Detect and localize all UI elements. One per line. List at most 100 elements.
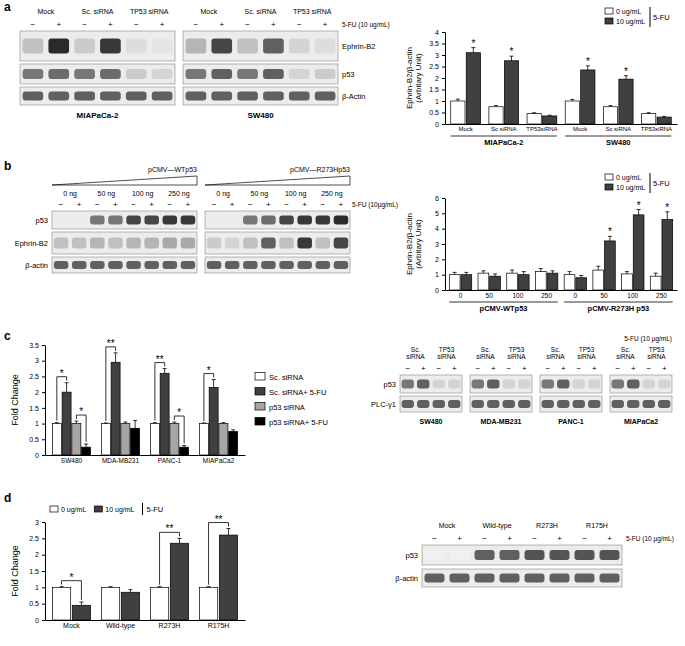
legend-bracket [650, 173, 651, 193]
y-axis-line [45, 346, 46, 456]
significance-star: ** [166, 523, 174, 534]
y-tick: 0 [435, 121, 445, 128]
y-tick: 1 [435, 98, 445, 105]
y-tick-mark [442, 90, 445, 91]
plot-area [451, 48, 672, 124]
figure: abcd−+−+−+MockSc. siRNATP53 siRNAMIAPaCa… [0, 0, 685, 646]
y-axis-title: Ephrin-B2/β-actin [405, 213, 414, 275]
error-bar [596, 266, 600, 270]
legend-swatch [255, 388, 265, 396]
lane-group-label: Wild-type [482, 522, 511, 530]
blot-strip [183, 64, 338, 84]
x-tick-label: 100 [627, 292, 638, 299]
band [152, 39, 173, 54]
lane-group-label: 100 ng [132, 190, 154, 198]
band [600, 574, 620, 583]
x-tick: 100 [513, 290, 524, 299]
lane-label: + [266, 200, 271, 209]
legend: 0 ug/mL10 ug/mL5-FU [50, 503, 163, 515]
lane-label: − [167, 200, 172, 209]
significance-star: * [207, 365, 211, 376]
band [550, 550, 570, 560]
treatment-label: 5-FU (10 ug/mL) [342, 21, 390, 29]
y-tick-label: 0 [35, 452, 39, 459]
blot-strip [205, 211, 350, 229]
band [152, 92, 173, 101]
band [181, 261, 196, 269]
band [163, 261, 178, 269]
band [144, 216, 159, 225]
band [90, 216, 105, 225]
band [557, 400, 569, 408]
legend-swatch [255, 418, 265, 426]
bar [504, 61, 518, 124]
y-tick-label: 2.5 [429, 63, 439, 70]
band [23, 69, 44, 79]
lane-group-label: 0 ng [216, 190, 230, 198]
blot-strip [52, 232, 197, 254]
y-tick: 3 [35, 519, 45, 526]
bar [576, 278, 587, 290]
bar [633, 215, 644, 290]
legend-swatch [605, 18, 613, 24]
lane-label: − [646, 364, 651, 373]
band [54, 238, 69, 249]
x-tick-label: R175H [208, 622, 230, 629]
band [289, 92, 310, 101]
lane-label: + [149, 200, 154, 209]
band [163, 216, 178, 225]
y-tick: 3 [35, 357, 45, 364]
lane-label: − [576, 364, 581, 373]
legend-label: Sc. siRNA [269, 373, 303, 382]
error-bar [104, 422, 108, 424]
row-label: p53 [405, 551, 418, 560]
band [181, 238, 196, 249]
treatment-label: 5-FU (10 µg/mL) [626, 535, 674, 543]
band [211, 69, 232, 79]
x-tick-label: MDA-MB231 [102, 457, 140, 464]
band [334, 216, 349, 225]
band [297, 216, 312, 225]
bar [605, 241, 616, 290]
band [297, 261, 312, 269]
x-tick-label: Sc siRNA [491, 126, 517, 132]
y-tick-mark [442, 44, 445, 45]
lane-label: + [522, 364, 527, 373]
y-tick-label: 6 [435, 195, 439, 202]
y-tick-label: 1.5 [429, 86, 439, 93]
lane-label: + [113, 200, 118, 209]
row-label: p53 [342, 70, 355, 79]
band [472, 400, 484, 408]
band [225, 216, 240, 225]
cell-line-label: SW480 [247, 111, 274, 120]
legend-label: 10 ug/mL [616, 18, 645, 26]
band [475, 574, 495, 583]
bar [449, 275, 460, 290]
band [279, 261, 294, 269]
blot-strip [183, 31, 338, 61]
band [72, 261, 87, 269]
y-tick: 0.5 [429, 109, 445, 116]
panel-letter: b [4, 159, 11, 173]
error-bar [182, 446, 186, 448]
legend-swatch [605, 174, 613, 180]
y-tick-label: 3.5 [429, 40, 439, 47]
x-tick: 250 [656, 290, 667, 299]
blot-strip [610, 375, 672, 393]
lane-group-label: TP53siRNA [647, 346, 666, 360]
significance-star: * [637, 200, 641, 211]
x-tick-label: SW480 [61, 457, 83, 464]
band [450, 574, 470, 583]
blot-strip [205, 232, 350, 254]
significance-bracket [76, 415, 86, 442]
y-tick: 1.5 [429, 86, 445, 93]
x-tick-label: Mock [573, 126, 588, 132]
band [144, 261, 159, 269]
bar-chart: 00.511.522.533.5SW480MDA-MB231PANC-1MIAP… [10, 338, 328, 464]
band [402, 400, 414, 408]
band [500, 550, 520, 560]
treatment-label: 5-FU (10µg/mL) [352, 201, 398, 209]
blot-strip [20, 64, 175, 84]
y-tick-mark [42, 522, 45, 523]
error-bar [481, 271, 485, 273]
